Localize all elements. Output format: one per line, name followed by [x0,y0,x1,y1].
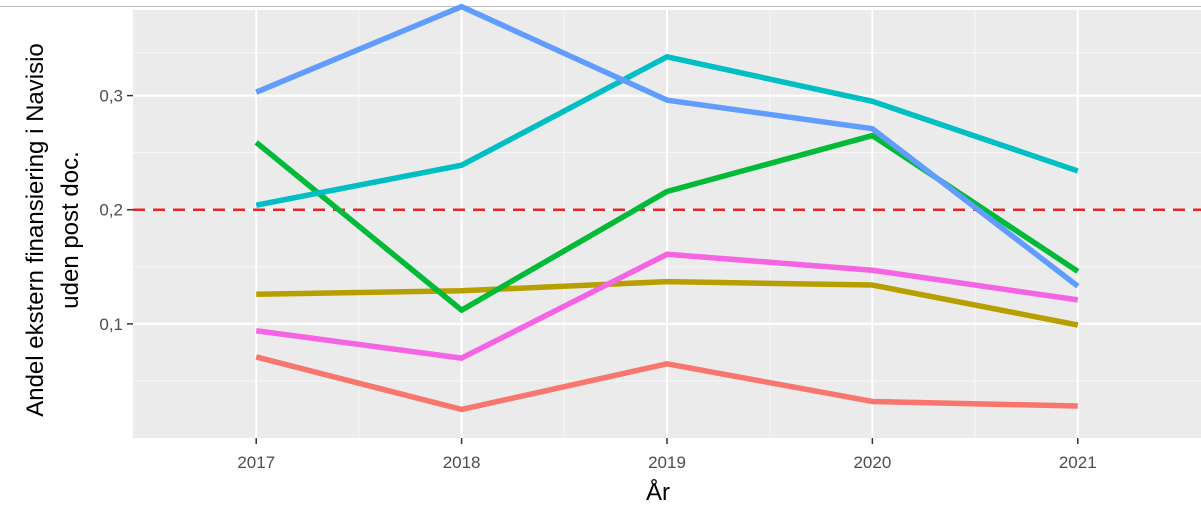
y-tick-label: 0,1 [99,315,123,334]
x-tick-label: 2021 [1059,453,1097,472]
series-line-1 [255,354,1078,413]
y-axis-ticks: 0,1 0,2 0,3 [99,87,133,334]
x-axis-title: År [646,478,670,506]
series-line-6 [255,251,1079,361]
x-axis-ticks: 2017 2018 2019 2020 2021 [237,438,1097,472]
y-tick-label: 0,3 [99,87,123,106]
series-line-5 [255,3,1080,289]
top-divider [0,6,1201,7]
x-tick-label: 2019 [648,453,686,472]
y-tick-label: 0,2 [99,201,123,220]
y-axis-title: Andel ekstern finansiering i Navisio uden… [22,43,84,417]
x-tick-label: 2020 [853,453,891,472]
x-tick-label: 2017 [237,453,275,472]
y-axis-title-line: Andel ekstern finansiering i Navisio [22,43,49,417]
series-line-2 [256,278,1079,328]
y-axis-title-line: uden post doc. [57,151,84,308]
x-tick-label: 2018 [443,453,481,472]
series-line-4 [255,54,1079,208]
series-group [254,3,1080,413]
